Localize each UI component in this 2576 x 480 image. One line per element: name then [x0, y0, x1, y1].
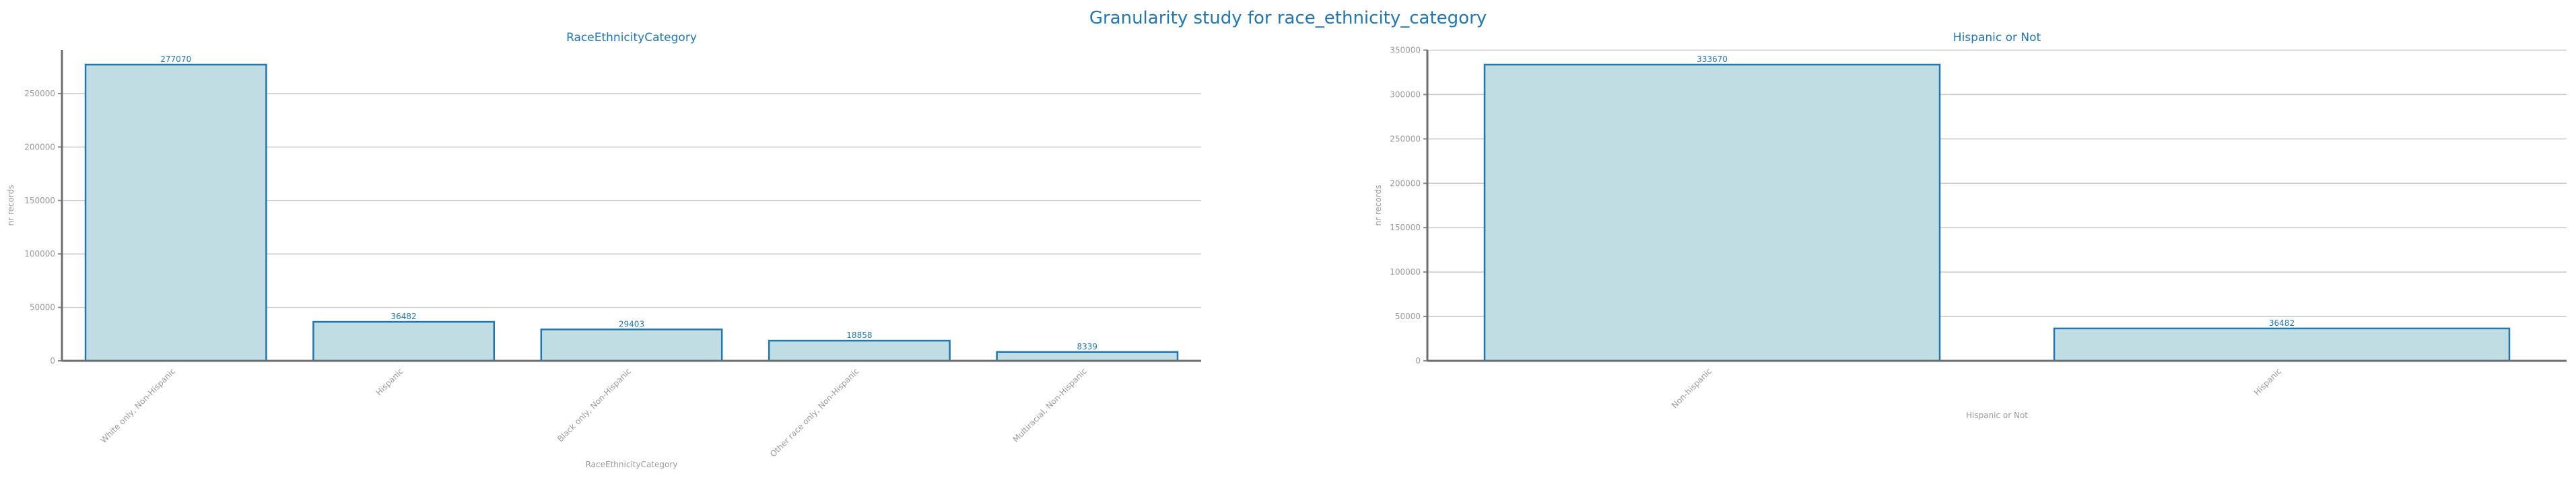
y-tick-label: 0	[50, 356, 55, 366]
y-axis-label: nr records	[1374, 185, 1383, 226]
x-tick-label: White only, Non-Hispanic	[99, 366, 178, 445]
x-axis-label: RaceEthnicityCategory	[586, 460, 678, 469]
y-tick-label: 100000	[24, 249, 55, 259]
bar-value-label: 277070	[160, 55, 191, 64]
bar	[2053, 327, 2511, 362]
bar	[84, 63, 267, 362]
chart-title: Hispanic or Not	[1953, 31, 2041, 44]
bar	[312, 320, 496, 362]
bar-value-label: 36482	[2269, 318, 2295, 328]
y-tick-label: 200000	[1390, 178, 1421, 188]
y-tick-label: 300000	[1390, 90, 1421, 99]
bar	[996, 351, 1179, 362]
y-tick-label: 250000	[24, 89, 55, 98]
x-axis-label: Hispanic or Not	[1966, 411, 2028, 420]
x-tick-label: Hispanic	[2252, 366, 2283, 397]
bar-value-label: 8339	[1077, 342, 1098, 351]
y-tick-label: 150000	[24, 196, 55, 205]
y-tick-label: 0	[1415, 356, 1421, 366]
y-tick-label: 100000	[1390, 267, 1421, 277]
figure-title: Granularity study for race_ethnicity_cat…	[1089, 8, 1487, 28]
chart-race-ethnicity-category: RaceEthnicityCategory 0 50000 100000 150000 2…	[6, 31, 1201, 469]
bar	[768, 339, 951, 362]
x-tick-label: Black only, Non-Hispanic	[555, 366, 633, 444]
x-tick-label: Non-hispanic	[1670, 366, 1714, 410]
x-tick-label: Other race only, Non-Hispanic	[768, 366, 860, 458]
y-tick-label: 50000	[1395, 312, 1421, 321]
y-axis-label: nr records	[6, 185, 15, 226]
bar-value-label: 18858	[846, 331, 872, 340]
bar-value-label: 36482	[391, 312, 417, 321]
chart-hispanic-or-not: Hispanic or Not 0 50000 100000 150000 200000 2…	[1374, 31, 2567, 420]
bar	[1483, 63, 1941, 362]
x-tick-label: Multiracial, Non-Hispanic	[1011, 366, 1088, 444]
y-tick-label: 350000	[1390, 45, 1421, 55]
bar-value-label: 333670	[1697, 55, 1728, 64]
y-tick-label: 50000	[30, 303, 55, 312]
y-tick-label: 250000	[1390, 134, 1421, 143]
chart-title: RaceEthnicityCategory	[566, 31, 697, 44]
bar	[540, 329, 723, 362]
y-tick-label: 150000	[1390, 223, 1421, 232]
y-tick-label: 200000	[24, 142, 55, 151]
bar-value-label: 29403	[619, 319, 644, 329]
x-tick-label: Hispanic	[374, 366, 405, 397]
